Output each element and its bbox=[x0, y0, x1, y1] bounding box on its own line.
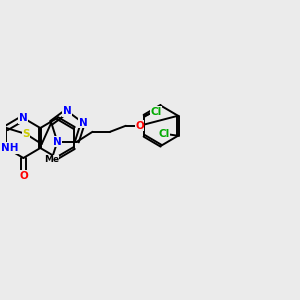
Text: Me: Me bbox=[44, 155, 59, 164]
Text: N: N bbox=[63, 106, 71, 116]
Text: S: S bbox=[22, 129, 30, 139]
Text: Cl: Cl bbox=[159, 129, 170, 139]
Text: Cl: Cl bbox=[150, 107, 161, 117]
Text: NH: NH bbox=[1, 143, 18, 153]
Text: N: N bbox=[53, 137, 62, 147]
Text: O: O bbox=[135, 121, 144, 131]
Text: N: N bbox=[19, 113, 28, 123]
Text: O: O bbox=[19, 171, 28, 181]
Text: N: N bbox=[79, 118, 87, 128]
